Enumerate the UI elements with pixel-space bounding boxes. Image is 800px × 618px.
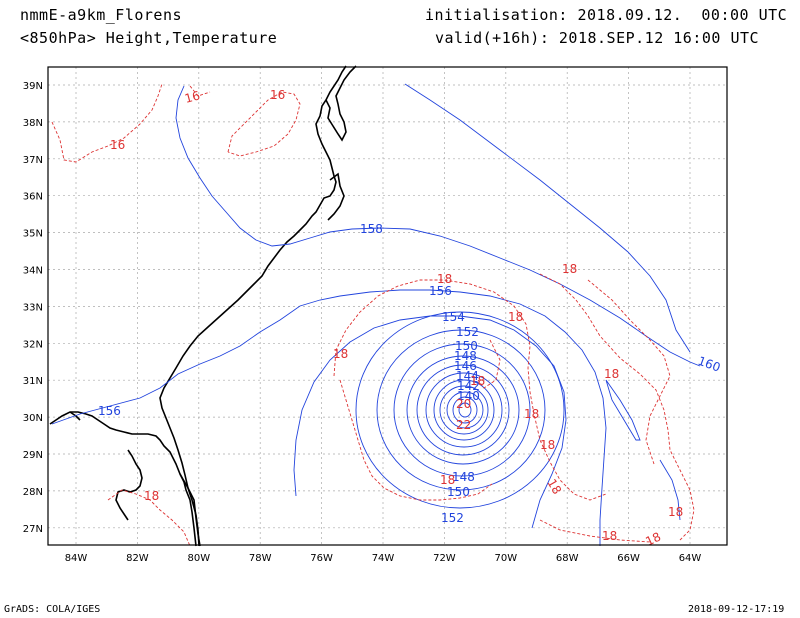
lat-tick-label: 31N: [23, 376, 43, 387]
temperature-labels: 16 16 16 18 18 18 18 18 20 22 18 18 18 1…: [110, 88, 683, 549]
render-timestamp: 2018-09-12-17:19: [688, 604, 785, 615]
lon-tick-label: 64W: [679, 553, 702, 564]
temp-label: 18: [643, 530, 663, 549]
lon-tick-label: 66W: [617, 553, 640, 564]
temp-label: 18: [144, 489, 159, 503]
graticule: [48, 67, 727, 545]
height-label: 160: [696, 354, 722, 375]
lon-tick-label: 82W: [126, 553, 149, 564]
temp-label: 18: [524, 407, 539, 421]
height-label: 150: [447, 485, 470, 499]
lat-tick-label: 32N: [23, 339, 43, 350]
temp-label: 16: [110, 138, 125, 152]
temp-label: 18: [440, 473, 455, 487]
temp-label: 20: [456, 397, 471, 411]
model-title: nmmE-a9km_Florens: [20, 6, 183, 24]
temp-label: 18: [333, 347, 348, 361]
height-label: 144: [456, 369, 479, 383]
height-label: 148: [454, 349, 477, 363]
height-label: 148: [452, 470, 475, 484]
temp-label: 18: [668, 505, 683, 519]
lon-tick-label: 72W: [433, 553, 456, 564]
lat-tick-label: 28N: [23, 487, 43, 498]
temp-label: 18: [540, 438, 555, 452]
height-label: 152: [456, 325, 479, 339]
height-labels: 156 158 156 154 152 150 148 146 144 142 …: [98, 222, 722, 525]
valid-time: valid(+16h): 2018.SEP.12 16:00 UTC: [435, 29, 760, 47]
temperature-contours: [51, 83, 695, 547]
init-time: initialisation: 2018.09.12. 00:00 UTC: [425, 6, 788, 24]
temp-label: 18: [562, 262, 577, 276]
height-label: 150: [455, 339, 478, 353]
credit-text: GrADS: COLA/IGES: [4, 604, 101, 615]
lat-tick-label: 36N: [23, 192, 43, 203]
height-label: 158: [360, 222, 383, 236]
height-label: 152: [441, 511, 464, 525]
temp-label: 16: [183, 88, 201, 105]
temp-label: 18: [508, 310, 523, 324]
height-label: 156: [429, 284, 452, 298]
lon-tick-label: 78W: [249, 553, 272, 564]
lon-tick-label: 68W: [556, 553, 579, 564]
lat-tick-label: 39N: [23, 81, 43, 92]
temp-label: 18: [604, 367, 619, 381]
temp-label: 16: [270, 88, 285, 102]
lon-tick-label: 80W: [187, 553, 210, 564]
height-label: 154: [442, 310, 465, 324]
lat-tick-label: 27N: [23, 524, 43, 535]
temp-label: 18: [544, 477, 564, 497]
lon-tick-label: 70W: [494, 553, 517, 564]
lat-tick-label: 29N: [23, 450, 43, 461]
lat-tick-label: 33N: [23, 302, 43, 313]
level-fields-title: <850hPa> Height,Temperature: [20, 29, 278, 47]
temp-label: 18: [437, 272, 452, 286]
lat-tick-label: 38N: [23, 118, 43, 129]
temp-label: 18: [470, 374, 485, 388]
height-label: 140: [457, 389, 480, 403]
height-label: 146: [454, 359, 477, 373]
lat-tick-label: 35N: [23, 229, 43, 240]
lat-tick-label: 30N: [23, 413, 43, 424]
height-label: 142: [457, 379, 480, 393]
lon-tick-label: 74W: [372, 553, 395, 564]
lon-tick-label: 76W: [310, 553, 333, 564]
height-contours: [51, 83, 701, 546]
temp-label: 18: [602, 529, 617, 543]
map-frame: [47, 66, 728, 546]
temp-label: 22: [456, 418, 471, 432]
lat-tick-label: 37N: [23, 155, 43, 166]
lon-tick-label: 84W: [65, 553, 88, 564]
axis-ticks: 84W 82W 80W 78W 76W 74W 72W 70W 68W 66W 64W 39N 38N 3…: [23, 81, 702, 564]
coastline: [49, 65, 357, 547]
lat-tick-label: 34N: [23, 266, 43, 277]
height-label: 156: [98, 404, 121, 418]
